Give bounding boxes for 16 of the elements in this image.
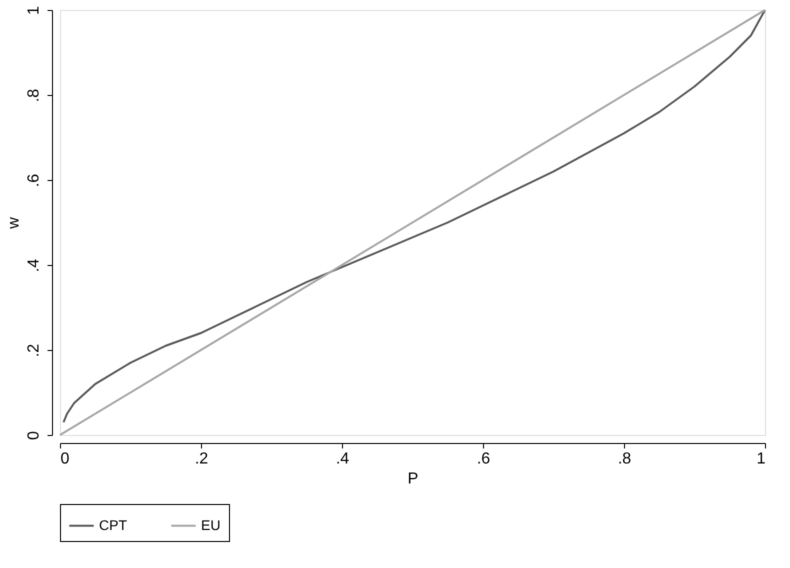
x-axis-title: P bbox=[408, 470, 418, 488]
x-tick-label: .2 bbox=[194, 450, 208, 468]
y-tick-label: 0 bbox=[26, 430, 42, 440]
y-tick-label: .2 bbox=[26, 344, 42, 358]
x-tick-label: 0 bbox=[60, 450, 70, 468]
y-tick-label: 1 bbox=[26, 6, 42, 15]
x-tick-label: 1 bbox=[756, 450, 766, 468]
y-tick-label: .8 bbox=[26, 88, 42, 102]
y-axis-title: w bbox=[6, 216, 22, 230]
y-tick-label: .6 bbox=[26, 174, 42, 188]
x-tick-label: .6 bbox=[476, 450, 490, 468]
y-tick-label: .4 bbox=[26, 258, 42, 272]
x-tick-label: .8 bbox=[618, 450, 632, 468]
x-tick-label: .4 bbox=[336, 450, 350, 468]
legend-label: CPT bbox=[99, 516, 128, 533]
legend-label: EU bbox=[201, 516, 220, 533]
